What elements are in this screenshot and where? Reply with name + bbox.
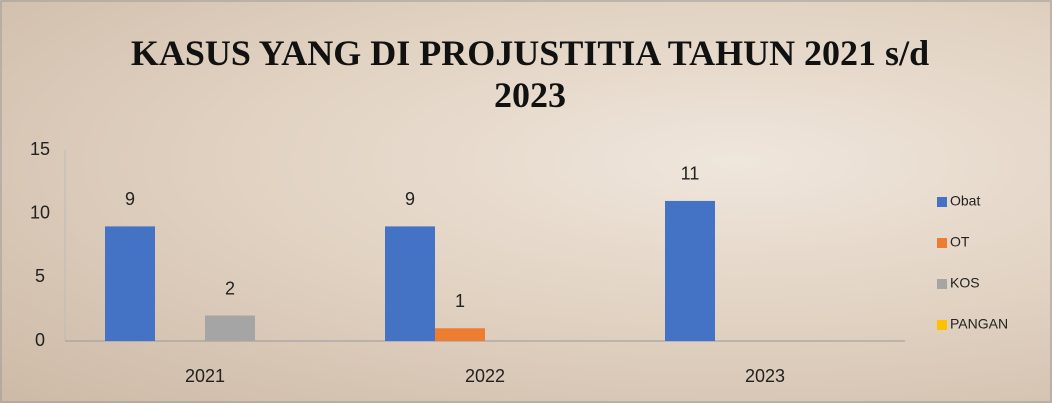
legend-swatch [937, 238, 947, 248]
legend-swatch [937, 279, 947, 289]
data-label: 2 [225, 278, 235, 298]
legend-label: KOS [950, 275, 980, 291]
bar [665, 200, 715, 341]
data-label: 1 [455, 291, 465, 311]
data-label: 9 [405, 189, 415, 209]
data-label: 9 [125, 189, 135, 209]
x-tick-label: 2021 [185, 366, 225, 386]
chart-title: KASUS YANG DI PROJUSTITIA TAHUN 2021 s/d… [130, 33, 930, 115]
data-label: 11 [681, 164, 700, 184]
legend-label: OT [950, 234, 970, 250]
legend-label: PANGAN [950, 316, 1008, 332]
y-tick-label: 15 [30, 139, 50, 159]
bar [385, 226, 435, 341]
y-tick-label: 0 [35, 330, 45, 350]
y-tick-label: 5 [35, 266, 45, 286]
legend-label: Obat [950, 193, 980, 209]
y-tick-label: 10 [30, 202, 50, 222]
bar [435, 328, 485, 341]
legend-swatch [937, 320, 947, 330]
bar [105, 226, 155, 341]
bar [205, 315, 255, 341]
x-tick-label: 2022 [465, 366, 505, 386]
legend-swatch [937, 197, 947, 207]
x-tick-label: 2023 [745, 366, 785, 386]
